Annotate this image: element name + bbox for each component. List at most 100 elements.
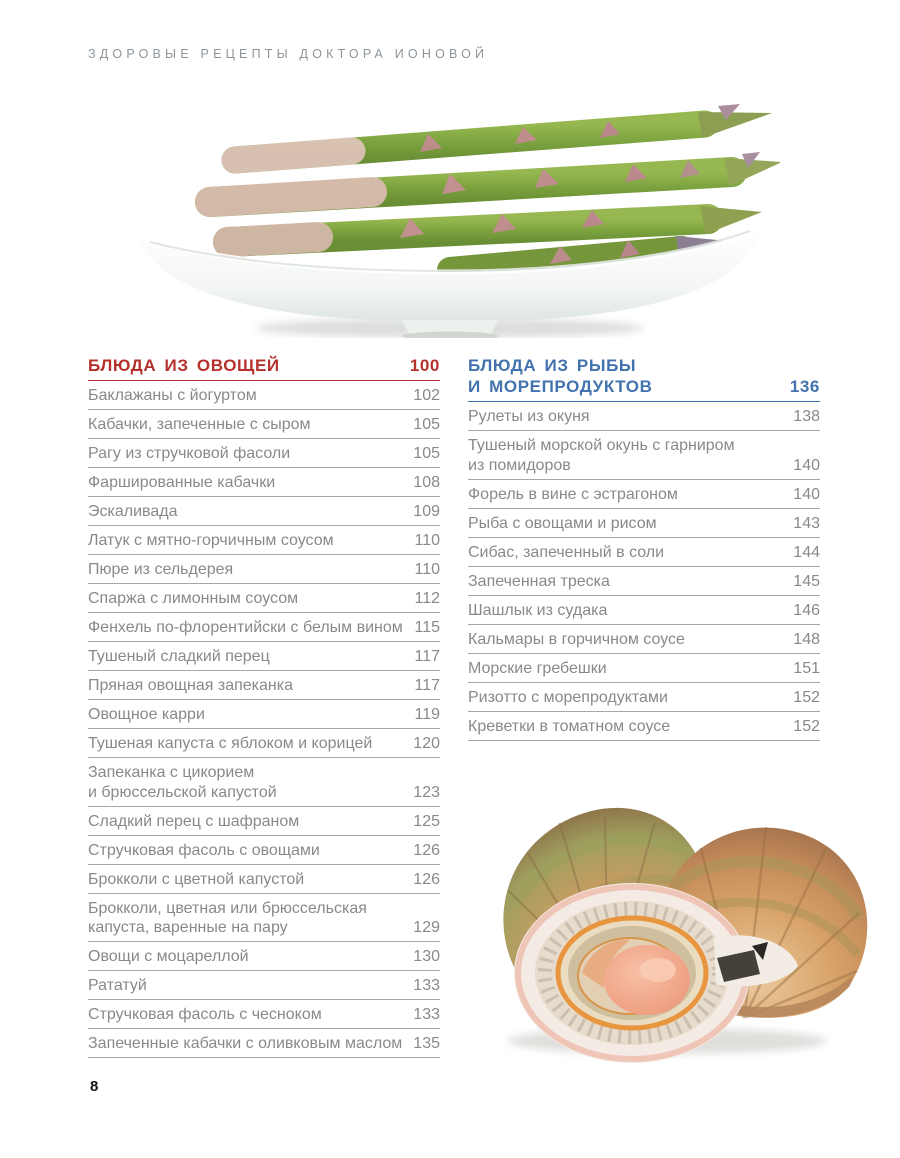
toc-item-title: Эскаливада bbox=[88, 503, 178, 520]
toc-item: Тушеный морской окунь с гарниром из помид… bbox=[468, 437, 820, 480]
toc-item-page: 130 bbox=[413, 948, 440, 965]
toc-item: Брокколи, цветная или брюссельская капуст… bbox=[88, 900, 440, 942]
toc-item-page: 135 bbox=[413, 1035, 440, 1052]
toc-item-title: Овощи с моцареллой bbox=[88, 948, 249, 965]
toc-item: Латук с мятно-горчичным соусом 110 bbox=[88, 532, 440, 555]
toc-item-row: Пюре из сельдерея 110 bbox=[88, 561, 440, 584]
toc-item-title: Рулеты из окуня bbox=[468, 408, 590, 425]
toc-item-row: Овощное карри 119 bbox=[88, 706, 440, 729]
toc-item-row: Эскаливада 109 bbox=[88, 503, 440, 526]
toc-item-row: капуста, варенные на пару 129 bbox=[88, 919, 440, 942]
toc-heading-vegetables: БЛЮДА ИЗ ОВОЩЕЙ 100 bbox=[88, 356, 440, 381]
toc-item: Брокколи с цветной капустой 126 bbox=[88, 871, 440, 894]
toc-item-title: Рагу из стручковой фасоли bbox=[88, 445, 291, 462]
toc-item-row: Рагу из стручковой фасоли 105 bbox=[88, 445, 440, 468]
toc-item: Тушеный сладкий перец 117 bbox=[88, 648, 440, 671]
toc-item-page: 110 bbox=[414, 561, 440, 578]
toc-item-title: Рататуй bbox=[88, 977, 147, 994]
toc-item-row: Шашлык из судака 146 bbox=[468, 602, 820, 625]
toc-item-title: капуста, варенные на пару bbox=[88, 919, 288, 936]
toc-item-row: Форель в вине с эстрагоном 140 bbox=[468, 486, 820, 509]
toc-item-page: 152 bbox=[793, 717, 820, 735]
toc-item-page: 117 bbox=[414, 677, 440, 694]
toc-item-page: 109 bbox=[413, 503, 440, 520]
toc-item: Пряная овощная запеканка 117 bbox=[88, 677, 440, 700]
toc-item: Стручковая фасоль с чесноком 133 bbox=[88, 1006, 440, 1029]
toc-item-page: 126 bbox=[413, 870, 440, 888]
toc-item-page: 140 bbox=[793, 456, 820, 474]
toc-section-vegetables: БЛЮДА ИЗ ОВОЩЕЙ 100 Баклажаны с йогуртом… bbox=[88, 356, 440, 1058]
toc-item-row: Кабачки, запеченные с сыром 105 bbox=[88, 416, 440, 439]
toc-item-title: Латук с мятно-горчичным соусом bbox=[88, 532, 334, 549]
toc-item: Рыба с овощами и рисом 143 bbox=[468, 515, 820, 538]
toc-item-row: Спаржа с лимонным соусом 112 bbox=[88, 590, 440, 613]
toc-heading-page: 100 bbox=[409, 356, 440, 375]
toc-item-title: Кабачки, запеченные с сыром bbox=[88, 416, 311, 433]
toc-item: Морские гребешки 151 bbox=[468, 660, 820, 683]
toc-item-page: 140 bbox=[793, 485, 820, 503]
asparagus-spears bbox=[195, 104, 780, 283]
toc-item-title: Тушеная капуста с яблоком и корицей bbox=[88, 735, 373, 752]
toc-item: Кабачки, запеченные с сыром 105 bbox=[88, 416, 440, 439]
toc-item-page: 144 bbox=[793, 543, 820, 561]
toc-item-title: Кальмары в горчичном соусе bbox=[468, 630, 685, 648]
toc-item: Рататуй 133 bbox=[88, 977, 440, 1000]
toc-item-row: Тушеная капуста с яблоком и корицей 120 bbox=[88, 735, 440, 758]
toc-item-page: 126 bbox=[413, 841, 440, 859]
toc-item-page: 133 bbox=[413, 977, 440, 994]
toc-item: Креветки в томатном соусе 152 bbox=[468, 718, 820, 741]
toc-item-page: 123 bbox=[413, 783, 440, 801]
toc-section-fish-seafood: БЛЮДА ИЗ РЫБЫ И МОРЕПРОДУКТОВ 136 Рулеты… bbox=[468, 356, 820, 741]
toc-item-page: 112 bbox=[414, 590, 440, 607]
toc-item-title: Морские гребешки bbox=[468, 659, 607, 677]
toc-item: Запеченная треска 145 bbox=[468, 573, 820, 596]
toc-item-title: Спаржа с лимонным соусом bbox=[88, 590, 299, 607]
toc-item-row: Овощи с моцареллой 130 bbox=[88, 948, 440, 971]
toc-item: Овощи с моцареллой 130 bbox=[88, 948, 440, 971]
toc-item-title: Ризотто с морепродуктами bbox=[468, 688, 668, 706]
toc-item: Форель в вине с эстрагоном 140 bbox=[468, 486, 820, 509]
toc-item-row: Тушеный сладкий перец 117 bbox=[88, 648, 440, 671]
toc-item-page: 145 bbox=[793, 572, 820, 590]
toc-item-page: 133 bbox=[413, 1006, 440, 1023]
toc-item-title: Запеченная треска bbox=[468, 572, 610, 590]
toc-item-page: 151 bbox=[793, 659, 820, 677]
toc-item-title: Сладкий перец с шафраном bbox=[88, 812, 300, 830]
toc-item-page: 117 bbox=[414, 648, 440, 665]
toc-item-row: Запеченная треска 145 bbox=[468, 573, 820, 596]
toc-item: Рулеты из окуня 138 bbox=[468, 408, 820, 431]
white-boat-dish bbox=[135, 225, 765, 338]
toc-item-page: 148 bbox=[793, 630, 820, 648]
toc-heading-page: 136 bbox=[789, 377, 820, 396]
toc-item-title: Форель в вине с эстрагоном bbox=[468, 485, 678, 503]
toc-item-title-line1: Тушеный морской окунь с гарниром bbox=[468, 437, 735, 454]
toc-item-page: 125 bbox=[413, 812, 440, 830]
toc-item-title: и брюссельской капустой bbox=[88, 783, 277, 801]
toc-heading-title-line1: БЛЮДА ИЗ РЫБЫ bbox=[468, 356, 637, 375]
toc-item: Эскаливада 109 bbox=[88, 503, 440, 526]
toc-item-row: Фенхель по-флорентийски с белым вином 115 bbox=[88, 619, 440, 642]
toc-item: Пюре из сельдерея 110 bbox=[88, 561, 440, 584]
toc-item-row: Рулеты из окуня 138 bbox=[468, 408, 820, 431]
toc-item-row: Кальмары в горчичном соусе 148 bbox=[468, 631, 820, 654]
toc-item-page: 108 bbox=[413, 474, 440, 491]
toc-item-title-line1: Запеканка с цикорием bbox=[88, 764, 255, 781]
toc-item-title: Запеченные кабачки с оливковым маслом bbox=[88, 1035, 403, 1052]
toc-heading-title: БЛЮДА ИЗ ОВОЩЕЙ bbox=[88, 356, 280, 375]
toc-item: Овощное карри 119 bbox=[88, 706, 440, 729]
toc-item-row: Морские гребешки 151 bbox=[468, 660, 820, 683]
toc-item: Ризотто с морепродуктами 152 bbox=[468, 689, 820, 712]
toc-item-page: 138 bbox=[793, 408, 820, 425]
toc-item: Кальмары в горчичном соусе 148 bbox=[468, 631, 820, 654]
toc-item: Фаршированные кабачки 108 bbox=[88, 474, 440, 497]
toc-item-row: Брокколи с цветной капустой 126 bbox=[88, 871, 440, 894]
toc-item-title: Пряная овощная запеканка bbox=[88, 677, 293, 694]
toc-item-row: Рататуй 133 bbox=[88, 977, 440, 1000]
toc-item: Фенхель по-флорентийски с белым вином 115 bbox=[88, 619, 440, 642]
toc-item-title: Фенхель по-флорентийски с белым вином bbox=[88, 619, 403, 636]
toc-heading-title-line2: И МОРЕПРОДУКТОВ bbox=[468, 377, 653, 396]
toc-items-vegetables: Баклажаны с йогуртом 102 Кабачки, запеченн… bbox=[88, 387, 440, 1058]
toc-item-title: Шашлык из судака bbox=[468, 601, 608, 619]
toc-item-row: Пряная овощная запеканка 117 bbox=[88, 677, 440, 700]
